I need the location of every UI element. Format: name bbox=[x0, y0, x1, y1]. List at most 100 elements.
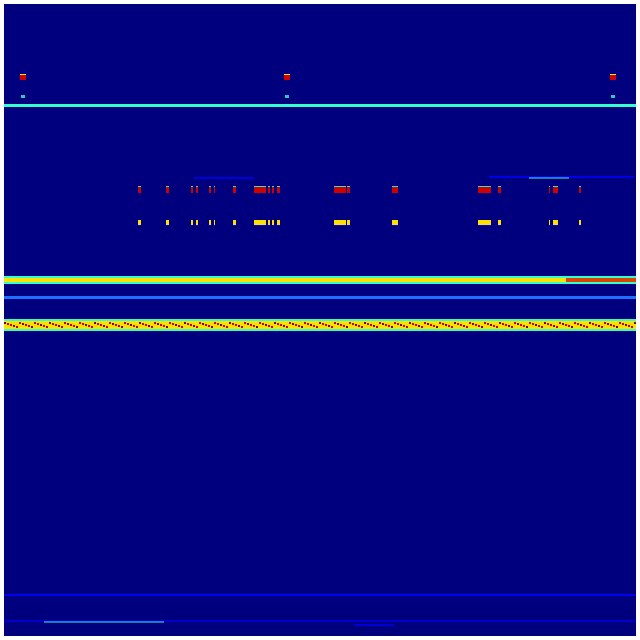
noise-speck bbox=[442, 323, 444, 325]
noise-speck bbox=[439, 322, 441, 324]
upper-burst-edge bbox=[209, 186, 211, 187]
upper-burst bbox=[268, 187, 270, 193]
noise-speck bbox=[562, 323, 564, 325]
noise-speck bbox=[79, 322, 81, 324]
noise-speck bbox=[223, 325, 225, 327]
noise-speck bbox=[205, 324, 207, 326]
noise-speck bbox=[484, 322, 486, 324]
noise-speck bbox=[22, 323, 24, 325]
noise-speck bbox=[91, 326, 93, 328]
noise-speck bbox=[298, 325, 300, 327]
upper-burst bbox=[196, 187, 198, 193]
noise-speck bbox=[316, 326, 318, 328]
noise-speck bbox=[448, 325, 450, 327]
noise-speck bbox=[304, 322, 306, 324]
upper-burst bbox=[488, 187, 491, 193]
noise-speck bbox=[535, 324, 537, 326]
noise-speck bbox=[121, 326, 123, 328]
noise-speck bbox=[619, 322, 621, 324]
noise-speck bbox=[10, 324, 12, 326]
top-burst-edge bbox=[284, 74, 290, 75]
noise-speck bbox=[604, 322, 606, 324]
noise-speck bbox=[469, 322, 471, 324]
lower-burst-edge bbox=[233, 225, 236, 226]
lower-burst-edge bbox=[268, 225, 270, 226]
noise-speck bbox=[538, 325, 540, 327]
upper-burst-edge bbox=[334, 186, 346, 187]
noise-speck bbox=[286, 326, 288, 328]
top-burst bbox=[610, 75, 616, 80]
upper-burst bbox=[498, 187, 501, 193]
noise-speck bbox=[40, 324, 42, 326]
noise-speck bbox=[634, 322, 636, 324]
lower-burst bbox=[209, 220, 211, 226]
noise-speck bbox=[490, 324, 492, 326]
noise-speck bbox=[601, 326, 603, 328]
lower-burst-edge bbox=[214, 225, 215, 226]
noise-speck bbox=[229, 322, 231, 324]
noise-speck bbox=[127, 323, 129, 325]
noise-speck bbox=[616, 326, 618, 328]
noise-speck bbox=[112, 323, 114, 325]
lower-burst-edge bbox=[196, 225, 198, 226]
upper-burst-edge bbox=[498, 186, 501, 187]
noise-speck bbox=[136, 326, 138, 328]
noise-speck bbox=[556, 326, 558, 328]
lower-burst-edge bbox=[478, 225, 488, 226]
noise-speck bbox=[433, 325, 435, 327]
upper-burst-edge bbox=[233, 186, 236, 187]
noise-speck bbox=[499, 322, 501, 324]
noise-speck bbox=[403, 325, 405, 327]
noise-speck bbox=[4, 322, 6, 324]
noise-speck bbox=[367, 323, 369, 325]
upper-burst-edge bbox=[272, 186, 274, 187]
noise-speck bbox=[409, 322, 411, 324]
noise-speck bbox=[415, 324, 417, 326]
noise-speck bbox=[547, 323, 549, 325]
noise-speck bbox=[85, 324, 87, 326]
noise-speck bbox=[43, 325, 45, 327]
lower-burst bbox=[347, 220, 350, 226]
noise-speck bbox=[610, 324, 612, 326]
noise-speck bbox=[115, 324, 117, 326]
noise-speck bbox=[19, 322, 21, 324]
noise-speck bbox=[346, 326, 348, 328]
noise-speck bbox=[61, 326, 63, 328]
lower-burst bbox=[277, 220, 280, 226]
noise-speck bbox=[154, 322, 156, 324]
upper-burst-edge bbox=[254, 186, 266, 187]
noise-speck bbox=[385, 324, 387, 326]
noise-speck bbox=[262, 323, 264, 325]
noise-speck bbox=[361, 326, 363, 328]
noise-speck bbox=[334, 322, 336, 324]
noise-speck bbox=[28, 325, 30, 327]
noise-speck bbox=[202, 323, 204, 325]
noise-speck bbox=[106, 326, 108, 328]
bottom-streak bbox=[4, 620, 636, 622]
upper-burst-edge bbox=[196, 186, 198, 187]
noise-speck bbox=[391, 326, 393, 328]
noise-speck bbox=[217, 323, 219, 325]
lower-burst bbox=[138, 220, 141, 226]
noise-speck bbox=[259, 322, 261, 324]
lower-burst-edge bbox=[138, 225, 141, 226]
noise-speck bbox=[124, 322, 126, 324]
yellow-band bbox=[4, 278, 636, 282]
noise-speck bbox=[553, 325, 555, 327]
noise-speck bbox=[157, 323, 159, 325]
noise-speck bbox=[370, 324, 372, 326]
noise-speck bbox=[481, 326, 483, 328]
noise-speck bbox=[295, 324, 297, 326]
lower-burst-edge bbox=[209, 225, 211, 226]
upper-burst-edge bbox=[166, 186, 169, 187]
noise-speck bbox=[220, 324, 222, 326]
lower-burst-edge bbox=[166, 225, 169, 226]
upper-burst bbox=[272, 187, 274, 193]
noise-speck bbox=[544, 322, 546, 324]
noise-speck bbox=[505, 324, 507, 326]
noise-speck bbox=[52, 323, 54, 325]
noise-speck bbox=[133, 325, 135, 327]
cyan-band bbox=[4, 104, 636, 107]
bottom-streak bbox=[44, 621, 164, 623]
noise-speck bbox=[310, 324, 312, 326]
